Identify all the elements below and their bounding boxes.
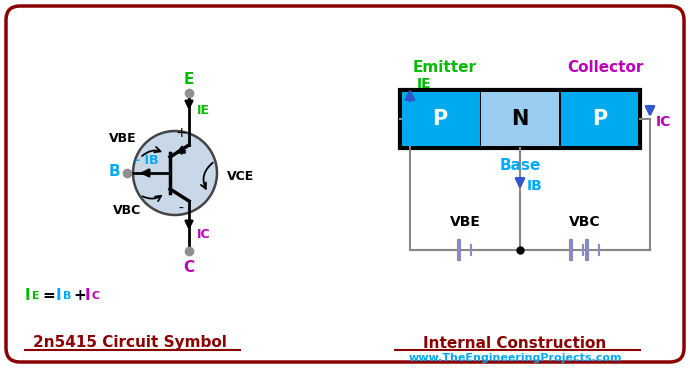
Bar: [561, 92, 638, 146]
Text: P: P: [433, 109, 448, 129]
Text: 2n5415 Circuit Symbol: 2n5415 Circuit Symbol: [33, 336, 227, 350]
Text: www.TheEngineeringProjects.com: www.TheEngineeringProjects.com: [408, 353, 622, 363]
Text: +: +: [175, 126, 187, 140]
Text: IC: IC: [197, 229, 210, 241]
Text: Collector: Collector: [566, 60, 643, 75]
Bar: [400, 90, 640, 148]
Text: +: +: [73, 289, 86, 304]
Text: VBE: VBE: [109, 131, 137, 145]
Text: - IB: - IB: [135, 154, 159, 167]
Text: E: E: [184, 72, 194, 87]
Text: Internal Construction: Internal Construction: [424, 336, 607, 350]
Text: VBE: VBE: [450, 215, 480, 229]
Text: B: B: [63, 291, 71, 301]
Text: IB: IB: [527, 179, 543, 193]
Text: =: =: [42, 289, 55, 304]
Text: Emitter: Emitter: [413, 60, 477, 75]
Text: B: B: [108, 163, 120, 178]
Text: IC: IC: [656, 115, 671, 129]
Text: I: I: [25, 289, 30, 304]
Bar: [481, 92, 559, 146]
Text: VBC: VBC: [569, 215, 601, 229]
Circle shape: [133, 131, 217, 215]
FancyBboxPatch shape: [6, 6, 684, 362]
Text: N: N: [511, 109, 529, 129]
Text: I: I: [56, 289, 61, 304]
Text: IE: IE: [197, 103, 210, 117]
Text: P: P: [593, 109, 608, 129]
Text: I: I: [85, 289, 90, 304]
Bar: [402, 92, 480, 146]
Text: C: C: [184, 260, 195, 275]
Text: VBC: VBC: [113, 205, 141, 217]
Text: +: +: [175, 144, 187, 158]
Text: Base: Base: [500, 159, 541, 173]
Text: IE: IE: [417, 77, 432, 91]
Text: E: E: [32, 291, 39, 301]
Text: -: -: [179, 202, 184, 216]
Text: C: C: [92, 291, 100, 301]
Text: VCE: VCE: [227, 170, 254, 183]
